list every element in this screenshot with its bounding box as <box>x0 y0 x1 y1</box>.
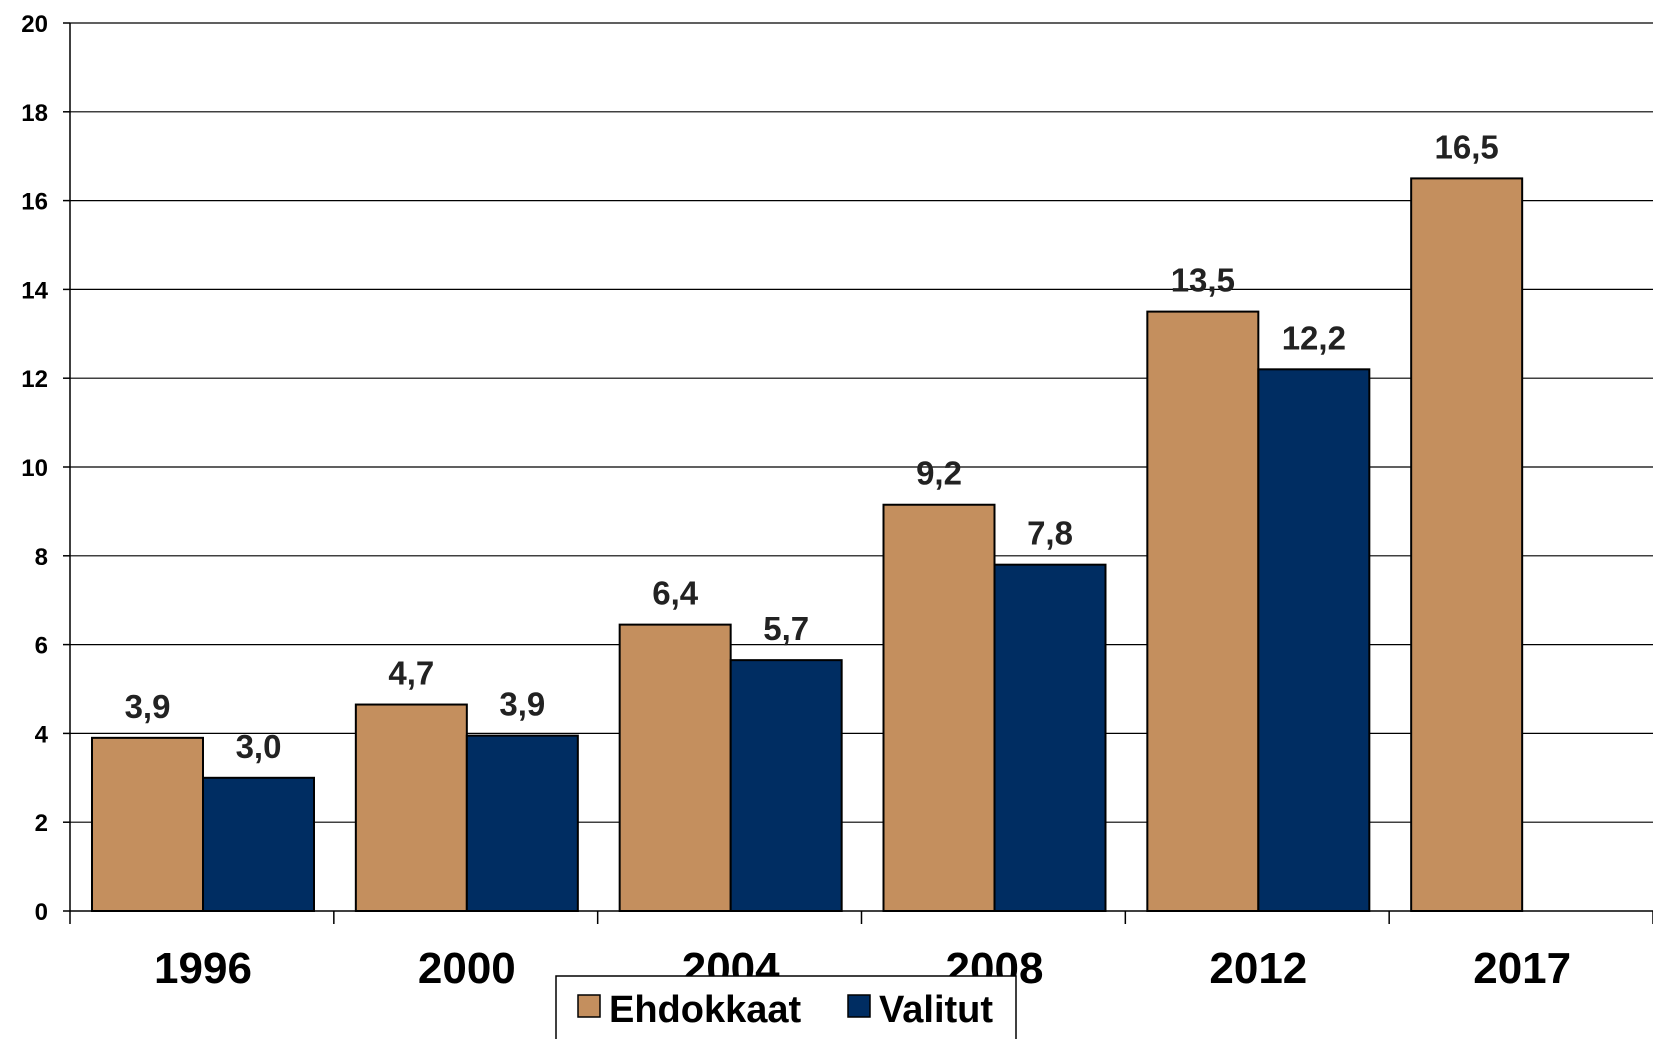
gridlines <box>70 22 1653 823</box>
y-tick-label: 16 <box>21 189 48 216</box>
y-tick-label: 20 <box>21 11 48 38</box>
y-tick-label: 18 <box>21 100 48 127</box>
bar-ehdokkaat-2017 <box>1410 177 1524 912</box>
bar-valitut-2000 <box>465 734 579 912</box>
bar-ehdokkaat-2000 <box>354 703 468 912</box>
data-label-valitut-2000: 3,9 <box>499 686 545 723</box>
bars <box>91 177 1524 913</box>
data-label-ehdokkaat-2004: 6,4 <box>652 575 699 612</box>
data-label-ehdokkaat-1996: 3,9 <box>125 688 171 725</box>
data-label-valitut-2004: 5,7 <box>763 610 809 647</box>
bar-ehdokkaat-2012 <box>1146 310 1260 913</box>
x-tick-label-2000: 2000 <box>418 944 516 993</box>
y-tick-label: 0 <box>35 899 48 926</box>
data-label-ehdokkaat-2008: 9,2 <box>916 455 962 492</box>
legend-box <box>555 975 1017 1044</box>
legend: Ehdokkaat Valitut <box>555 975 1017 1044</box>
data-label-ehdokkaat-2017: 16,5 <box>1435 128 1499 165</box>
y-tick-label: 4 <box>35 721 49 748</box>
x-tick-label-2017: 2017 <box>1473 944 1571 993</box>
bar-valitut-2004 <box>729 659 843 913</box>
data-label-valitut-1996: 3,0 <box>236 728 282 765</box>
data-label-valitut-2012: 12,2 <box>1282 319 1346 356</box>
legend-swatch-valitut <box>847 994 871 1018</box>
legend-label-valitut: Valitut <box>879 989 993 1031</box>
y-tick-label: 10 <box>21 455 48 482</box>
y-tick-label: 6 <box>35 633 48 660</box>
y-tick-label: 12 <box>21 366 48 393</box>
bar-valitut-2008 <box>993 563 1107 912</box>
bar-valitut-2012 <box>1257 368 1371 912</box>
data-label-valitut-2008: 7,8 <box>1027 515 1073 552</box>
x-tick-label-1996: 1996 <box>154 944 252 993</box>
bar-ehdokkaat-2008 <box>882 503 996 912</box>
bar-valitut-1996 <box>202 776 315 912</box>
legend-swatch-ehdokkaat <box>577 994 601 1018</box>
y-tick-label: 8 <box>35 544 48 571</box>
legend-label-ehdokkaat: Ehdokkaat <box>609 989 802 1031</box>
bar-ehdokkaat-2004 <box>618 623 732 912</box>
axes: 0 2 4 6 8 10 12 14 16 18 20 <box>21 11 1653 926</box>
y-tick-label: 2 <box>35 810 48 837</box>
data-label-ehdokkaat-2012: 13,5 <box>1171 262 1235 299</box>
data-label-ehdokkaat-2000: 4,7 <box>388 655 434 692</box>
bar-ehdokkaat-1996 <box>91 736 204 913</box>
x-tick-label-2012: 2012 <box>1209 944 1307 993</box>
data-labels: 3,9 3,0 4,7 3,9 6,4 5,7 9,2 7,8 13,5 12,2 16,5 <box>125 128 1499 764</box>
y-tick-label: 14 <box>21 277 48 304</box>
